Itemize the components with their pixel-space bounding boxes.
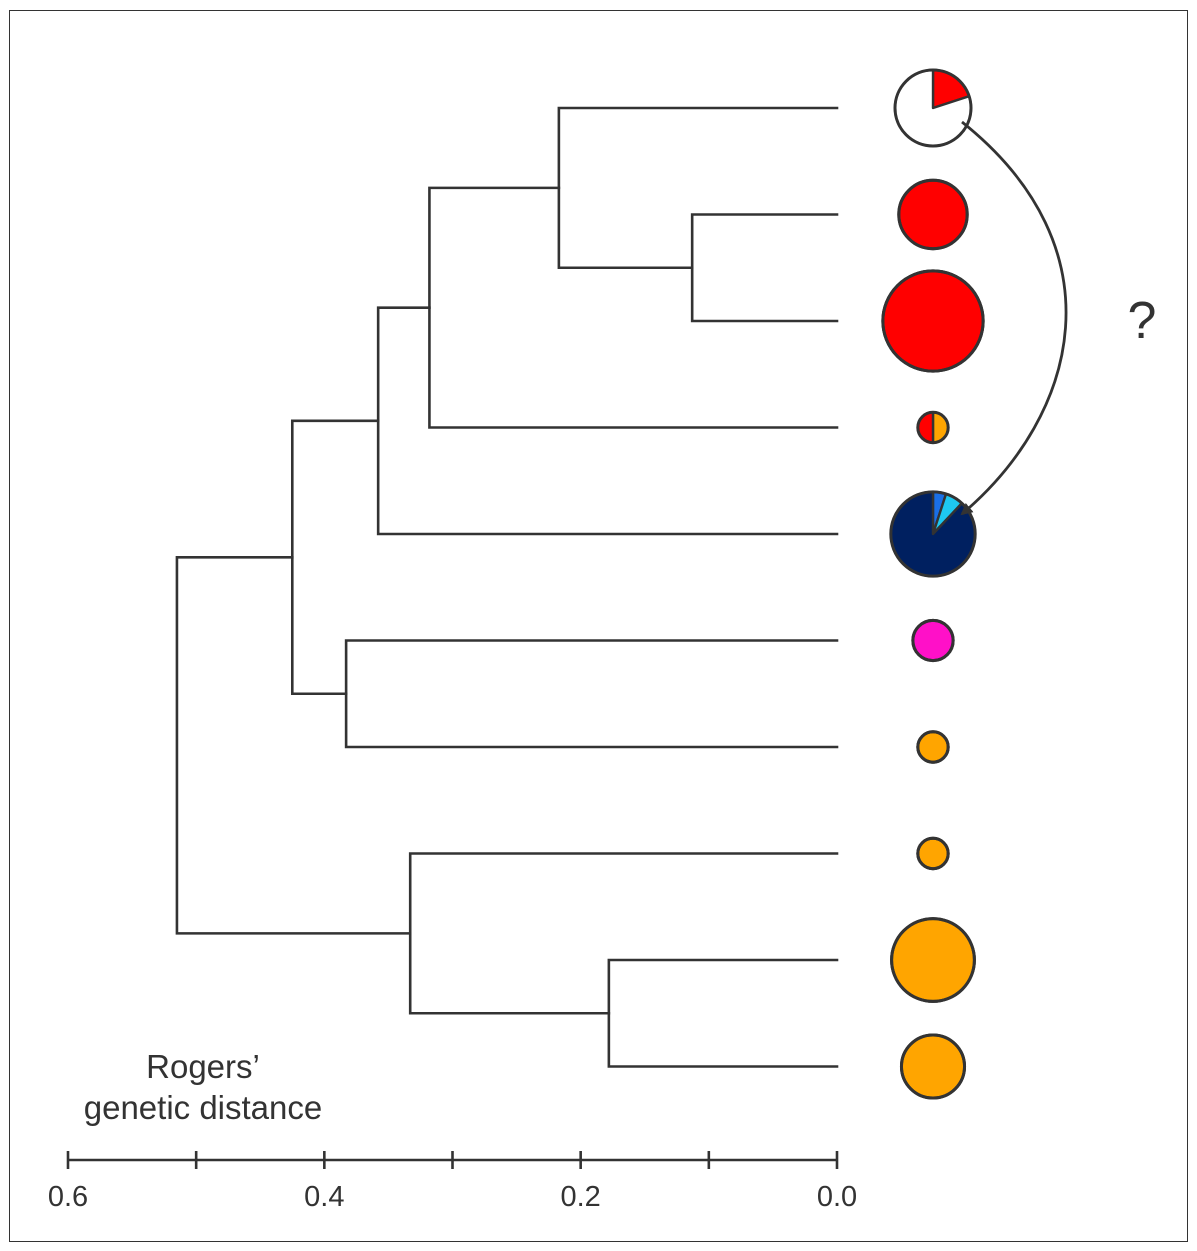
axis-title-line2: genetic distance xyxy=(84,1089,323,1126)
pie-chart-4 xyxy=(891,492,975,576)
pie-chart-2 xyxy=(883,271,983,371)
branch-n89 xyxy=(609,960,837,1067)
pie-chart-9 xyxy=(901,1035,964,1098)
dendrogram-branches xyxy=(177,108,837,1067)
branch-n06 xyxy=(292,421,378,694)
migration-arrow-group: ? xyxy=(962,122,1156,514)
branch-n12 xyxy=(692,215,837,322)
axis-tick-label: 0.4 xyxy=(304,1181,344,1213)
pie-slice xyxy=(933,412,948,442)
pie-chart-5 xyxy=(913,620,953,660)
pie-chart-7 xyxy=(918,838,948,868)
branch-n04 xyxy=(378,308,837,534)
pie-chart-0 xyxy=(895,70,971,146)
pie-slice xyxy=(918,412,933,442)
distance-axis: 0.6 0.4 0.2 0.0 xyxy=(48,1151,857,1213)
axis-tick-label: 0.6 xyxy=(48,1181,88,1213)
branch-n03 xyxy=(429,188,837,428)
axis-tick-label: 0.2 xyxy=(561,1181,601,1213)
branch-n56 xyxy=(346,641,837,748)
axis-tick-label: 0.0 xyxy=(817,1181,857,1213)
pie-chart-3 xyxy=(918,412,948,442)
pie-chart-8 xyxy=(892,919,975,1002)
pie-chart-6 xyxy=(918,732,948,762)
branch-n79 xyxy=(410,854,837,1014)
axis-title-line1: Rogers’ xyxy=(146,1048,260,1085)
branch-n01 xyxy=(559,108,837,268)
pie-chart-1 xyxy=(899,180,967,248)
population-pie-charts xyxy=(883,70,983,1098)
migration-question-mark: ? xyxy=(1128,292,1157,350)
